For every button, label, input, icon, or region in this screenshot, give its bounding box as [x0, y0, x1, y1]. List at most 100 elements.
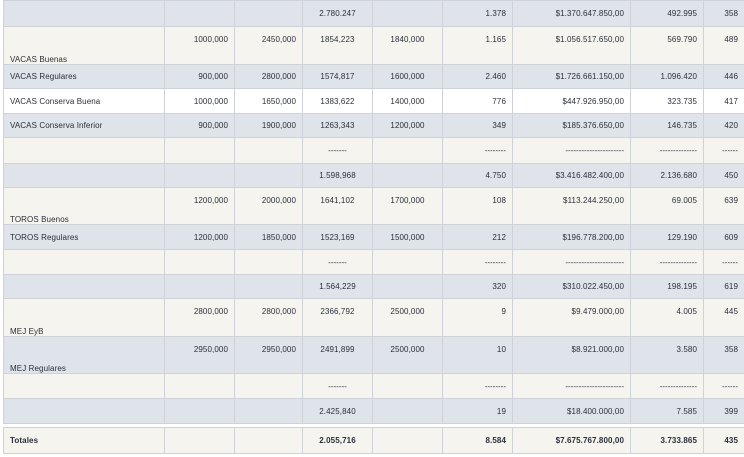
cell-c2 [234, 373, 303, 399]
row-label [3, 137, 165, 164]
cell-c1: 1000,000 [164, 26, 235, 65]
cell-c4: 1600,000 [372, 64, 443, 89]
cell-c1 [164, 137, 235, 164]
cell-c3: 2366,792 [302, 298, 373, 337]
cell-c3: 1383,622 [302, 88, 373, 114]
cell-c5: 10 [442, 336, 513, 374]
cell-c8: 489 [703, 26, 744, 65]
separator-c3: ------- [302, 137, 373, 164]
separator-c6: ---------------------- [512, 249, 631, 275]
table-row: TOROS Regulares 1200,000 1850,000 1523,1… [3, 224, 744, 250]
cell-c4: 1840,000 [372, 26, 443, 65]
cell-c8: 358 [703, 336, 744, 374]
cell-c2: 2950,000 [234, 336, 303, 374]
total-c6: $7.675.767.800,00 [512, 427, 631, 454]
cell-c4 [372, 137, 443, 164]
cell-c8: 358 [703, 0, 744, 27]
table-row: ------- -------- ---------------------- … [3, 373, 744, 399]
subtotal-row: 1.564,229 320 $310.022.450,00 198.195 61… [3, 274, 744, 299]
row-label [3, 0, 165, 27]
row-label: VACAS Regulares [3, 64, 165, 89]
cell-c7: 129.190 [630, 224, 704, 250]
subtotal-row: 1.598,968 4.750 $3.416.482.400,00 2.136.… [3, 163, 744, 188]
cell-c3: 1641,102 [302, 187, 373, 225]
cell-c1 [164, 249, 235, 275]
cell-c7: 7.585 [630, 398, 704, 424]
cell-c7: 3.580 [630, 336, 704, 374]
cell-c8: 639 [703, 187, 744, 225]
cell-c7: 323.735 [630, 88, 704, 114]
separator-c3: ------- [302, 373, 373, 399]
separator-c7: -------------- [630, 249, 704, 275]
table-row: MEJ EyB 2800,000 2800,000 2366,792 2500,… [3, 298, 744, 337]
row-label: TOROS Buenos [3, 187, 165, 225]
cell-c7: 4.005 [630, 298, 704, 337]
cell-c3: 2.780.247 [302, 0, 373, 27]
cell-c2: 1900,000 [234, 113, 303, 138]
cell-c5: 320 [442, 274, 513, 299]
cell-c2 [234, 163, 303, 188]
totals-label: Totales [3, 427, 165, 454]
cell-c6: $8.921.000,00 [512, 336, 631, 374]
separator-c6: ---------------------- [512, 373, 631, 399]
table-row: VACAS Regulares 900,000 2800,000 1574,81… [3, 64, 744, 89]
row-label: MEJ Regulares [3, 336, 165, 374]
cell-c7: 569.790 [630, 26, 704, 65]
cell-c6: $1.726.661.150,00 [512, 64, 631, 89]
separator-c5: -------- [442, 137, 513, 164]
cell-c4: 1400,000 [372, 88, 443, 114]
cell-c3: 1.564,229 [302, 274, 373, 299]
table-row: ------- -------- ---------------------- … [3, 137, 744, 164]
separator-c8: ------ [703, 373, 744, 399]
cell-c5: 108 [442, 187, 513, 225]
cell-c1 [164, 0, 235, 27]
cell-c6: $310.022.450,00 [512, 274, 631, 299]
cell-c5: 2.460 [442, 64, 513, 89]
cell-c3: 1523,169 [302, 224, 373, 250]
separator-c5: -------- [442, 249, 513, 275]
separator-c6: ---------------------- [512, 137, 631, 164]
table-row: VACAS Conserva Buena 1000,000 1650,000 1… [3, 88, 744, 114]
cell-c1: 2950,000 [164, 336, 235, 374]
cell-c2: 1850,000 [234, 224, 303, 250]
cell-c2 [234, 249, 303, 275]
separator-c7: -------------- [630, 373, 704, 399]
totals-row: Totales 2.055,716 8.584 $7.675.767.800,0… [3, 427, 744, 454]
row-label [3, 373, 165, 399]
cell-c8: 450 [703, 163, 744, 188]
cell-c6: $113.244.250,00 [512, 187, 631, 225]
cell-c1 [164, 373, 235, 399]
total-c7: 3.733.865 [630, 427, 704, 454]
cell-c7: 69.005 [630, 187, 704, 225]
cell-c5: 1.378 [442, 0, 513, 27]
cell-c1: 900,000 [164, 64, 235, 89]
table-row: TOROS Buenos 1200,000 2000,000 1641,102 … [3, 187, 744, 225]
cell-c1: 900,000 [164, 113, 235, 138]
cell-c7: 2.136.680 [630, 163, 704, 188]
cell-c4: 1200,000 [372, 113, 443, 138]
cell-c1 [164, 427, 235, 454]
cell-c8: 619 [703, 274, 744, 299]
separator-c3: ------- [302, 249, 373, 275]
row-label: VACAS Conserva Buena [3, 88, 165, 114]
cell-c7: 198.195 [630, 274, 704, 299]
cell-c4 [372, 249, 443, 275]
cell-c2 [234, 137, 303, 164]
cell-c1 [164, 274, 235, 299]
cell-c4 [372, 427, 443, 454]
cell-c4 [372, 274, 443, 299]
cell-c6: $185.376.650,00 [512, 113, 631, 138]
cell-c8: 609 [703, 224, 744, 250]
cell-c8: 446 [703, 64, 744, 89]
cell-c2: 1650,000 [234, 88, 303, 114]
cell-c1: 2800,000 [164, 298, 235, 337]
cell-c6: $18.400.000,00 [512, 398, 631, 424]
cell-c6: $447.926.950,00 [512, 88, 631, 114]
cell-c6: $1.056.517.650,00 [512, 26, 631, 65]
subtotal-row: 2.425,840 19 $18.400.000,00 7.585 399 [3, 398, 744, 424]
cell-c8: 445 [703, 298, 744, 337]
table-row: VACAS Buenas 1000,000 2450,000 1854,223 … [3, 26, 744, 65]
separator-c7: -------------- [630, 137, 704, 164]
row-label [3, 274, 165, 299]
cell-c8: 417 [703, 88, 744, 114]
